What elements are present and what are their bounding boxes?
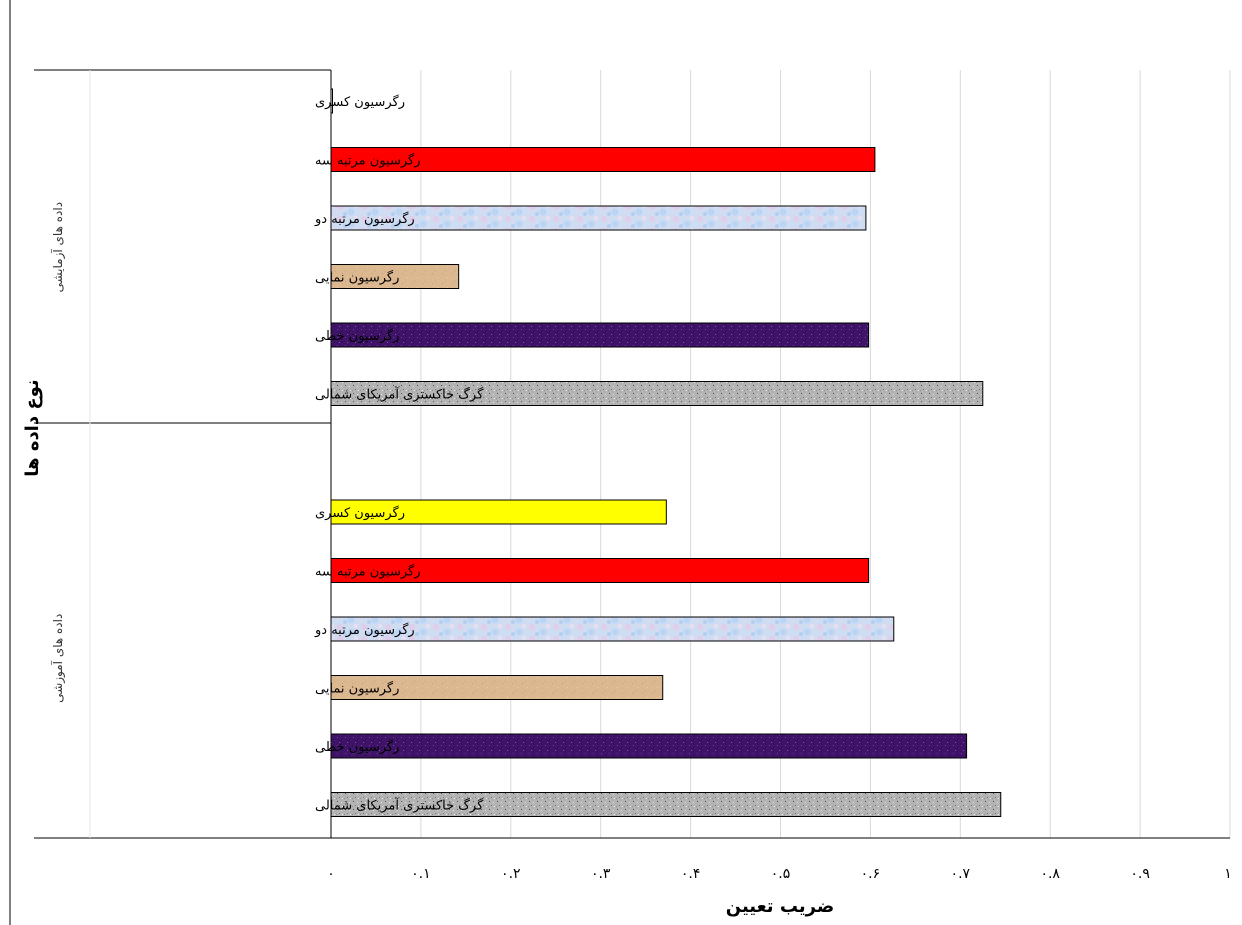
category-label: گرگ خاکستری آمریکای شمالی — [315, 386, 484, 403]
category-label: رگرسیون مرتبه سه — [315, 153, 421, 169]
category-label: رگرسیون مرتبه دو — [314, 211, 415, 227]
bar — [330, 733, 968, 759]
x-tick-label: ۰.۳ — [591, 866, 611, 882]
x-tick-label: ۱ — [1224, 866, 1232, 882]
bar — [330, 792, 1002, 817]
x-tick-label: ۰.۶ — [861, 866, 881, 882]
x-tick-label: ۰.۲ — [501, 866, 521, 882]
x-tick-label: ۰.۹ — [1130, 866, 1150, 882]
bar — [330, 322, 870, 348]
bar — [330, 558, 870, 583]
x-tick-label: ۰ — [327, 866, 335, 882]
category-label: گرگ خاکستری آمریکای شمالی — [315, 797, 484, 814]
x-tick-label: ۰.۱ — [411, 866, 431, 882]
bar — [330, 499, 667, 525]
category-label: رگرسیون کسری — [315, 505, 405, 521]
category-label: رگرسیون خطی — [315, 739, 399, 755]
category-label: رگرسیون مرتبه سه — [315, 564, 421, 580]
x-tick-label: ۰.۷ — [951, 866, 971, 882]
category-label: رگرسیون نمایی — [315, 270, 399, 286]
category-label: رگرسیون کسری — [315, 94, 405, 110]
category-label: رگرسیون مرتبه دو — [314, 622, 415, 638]
x-axis-title: ضریب تعیین — [726, 896, 834, 917]
group-label: داده های آزمایشی — [50, 202, 66, 293]
x-tick-label: ۰.۵ — [771, 866, 791, 882]
x-tick-label: ۰.۴ — [681, 866, 701, 882]
bar — [330, 88, 333, 114]
category-label: رگرسیون نمایی — [315, 681, 399, 697]
bar — [330, 381, 984, 406]
bar — [330, 147, 876, 172]
bar — [330, 616, 895, 642]
y-axis-title: نوع داده ها — [22, 379, 43, 476]
category-label: رگرسیون خطی — [315, 328, 399, 344]
bar — [330, 675, 664, 700]
bar — [330, 205, 867, 231]
x-tick-label: ۰.۸ — [1040, 866, 1060, 882]
group-label: داده های آموزشی — [50, 614, 66, 703]
bar — [330, 264, 460, 289]
